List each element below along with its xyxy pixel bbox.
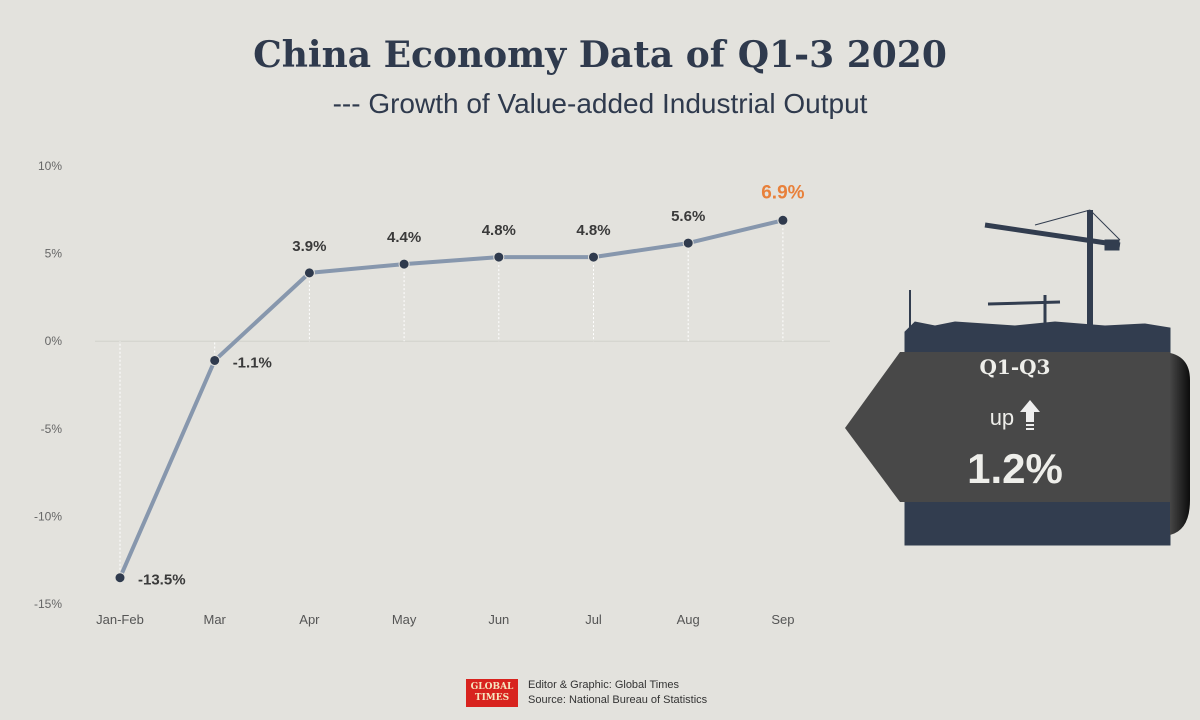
data-label: 6.9%	[761, 182, 804, 203]
badge-period: Q1-Q3	[979, 355, 1051, 379]
global-times-logo: GLOBAL TIMES	[466, 679, 518, 707]
data-label: 5.6%	[671, 208, 705, 225]
x-tick-label: Aug	[677, 612, 700, 627]
y-tick-label: 0%	[45, 334, 63, 348]
x-tick-label: Jul	[585, 612, 602, 627]
x-tick-label: Apr	[299, 612, 320, 627]
data-point	[398, 258, 410, 270]
data-point	[682, 237, 694, 249]
y-tick-label: 5%	[45, 247, 63, 261]
footer: GLOBAL TIMES Editor & Graphic: Global Tim…	[466, 678, 707, 708]
data-point	[209, 354, 221, 366]
data-point	[303, 267, 315, 279]
badge-direction: up	[915, 400, 1115, 438]
data-label: 4.4%	[387, 229, 421, 246]
data-label: 4.8%	[482, 222, 516, 239]
up-arrow-icon	[1020, 400, 1041, 438]
line-chart: 10% 5% 0% -5% -10% -15% Jan-Feb Mar Apr May Jun Jul…	[34, 159, 830, 627]
x-tick-label: Jan-Feb	[96, 612, 144, 627]
data-point	[493, 251, 505, 263]
y-tick-label: -15%	[34, 597, 62, 611]
chart-title: China Economy Data of Q1-3 2020	[253, 34, 947, 76]
y-tick-label: -10%	[34, 509, 62, 523]
construction-badge-graphic	[845, 209, 1190, 546]
data-label: 4.8%	[576, 222, 610, 239]
series-line	[118, 218, 784, 579]
ribbon-curl	[1165, 352, 1190, 535]
data-label: 3.9%	[292, 238, 326, 255]
chart-subtitle: --- Growth of Value-added Industrial Out…	[332, 88, 868, 119]
data-label: -13.5%	[138, 572, 186, 589]
y-tick-label: -5%	[41, 422, 63, 436]
x-tick-label: Sep	[771, 612, 794, 627]
x-tick-label: Jun	[488, 612, 509, 627]
y-tick-label: 10%	[38, 159, 62, 173]
data-point	[777, 214, 789, 226]
badge-value: 1.2%	[967, 445, 1063, 492]
ribbon-banner	[845, 352, 1170, 502]
data-label: -1.1%	[233, 354, 272, 371]
badge-direction-label: up	[989, 404, 1015, 430]
x-tick-label: May	[392, 612, 417, 627]
x-tick-label: Mar	[204, 612, 227, 627]
data-point	[114, 572, 126, 584]
data-point	[588, 251, 599, 263]
footer-editor: Editor & Graphic: Global Times	[528, 679, 680, 691]
footer-source: Source: National Bureau of Statistics	[528, 694, 708, 706]
